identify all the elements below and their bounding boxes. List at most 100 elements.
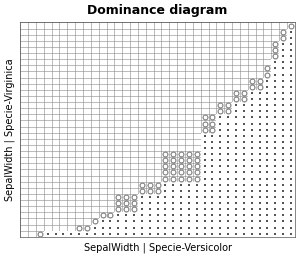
Bar: [279, 133, 287, 139]
Bar: [271, 182, 279, 188]
Bar: [216, 121, 224, 127]
Bar: [256, 218, 263, 225]
Bar: [263, 127, 271, 133]
Bar: [271, 133, 279, 139]
Bar: [287, 59, 295, 65]
Bar: [232, 114, 240, 121]
Bar: [161, 225, 169, 231]
Bar: [91, 231, 99, 237]
Bar: [248, 200, 256, 206]
Bar: [263, 212, 271, 218]
Bar: [248, 114, 256, 121]
Bar: [208, 188, 216, 194]
Bar: [193, 212, 201, 218]
Bar: [248, 188, 256, 194]
Bar: [240, 127, 248, 133]
Bar: [279, 145, 287, 151]
Bar: [256, 108, 263, 114]
Bar: [185, 206, 193, 212]
Bar: [185, 182, 193, 188]
Bar: [248, 127, 256, 133]
Bar: [287, 169, 295, 176]
Bar: [130, 218, 138, 225]
Bar: [271, 157, 279, 163]
Bar: [146, 231, 154, 237]
Bar: [193, 194, 201, 200]
Bar: [279, 182, 287, 188]
Bar: [263, 176, 271, 182]
Bar: [279, 188, 287, 194]
Bar: [240, 169, 248, 176]
Bar: [216, 127, 224, 133]
Bar: [115, 218, 122, 225]
Bar: [130, 225, 138, 231]
Bar: [216, 194, 224, 200]
Bar: [122, 231, 130, 237]
Bar: [279, 225, 287, 231]
Bar: [208, 218, 216, 225]
Bar: [263, 169, 271, 176]
Bar: [161, 200, 169, 206]
Bar: [279, 206, 287, 212]
Bar: [271, 218, 279, 225]
Bar: [279, 163, 287, 169]
Bar: [91, 225, 99, 231]
Bar: [287, 102, 295, 108]
Bar: [201, 188, 208, 194]
Bar: [60, 231, 67, 237]
Bar: [232, 163, 240, 169]
Bar: [201, 145, 208, 151]
Bar: [287, 41, 295, 47]
Bar: [256, 139, 263, 145]
Bar: [248, 231, 256, 237]
Title: Dominance diagram: Dominance diagram: [87, 4, 228, 17]
Bar: [146, 200, 154, 206]
Bar: [154, 194, 161, 200]
Bar: [271, 121, 279, 127]
Bar: [287, 206, 295, 212]
Bar: [271, 65, 279, 71]
Bar: [130, 212, 138, 218]
Bar: [279, 90, 287, 96]
Bar: [279, 78, 287, 84]
Bar: [279, 108, 287, 114]
Bar: [279, 96, 287, 102]
Bar: [248, 121, 256, 127]
Bar: [287, 65, 295, 71]
Bar: [208, 182, 216, 188]
Bar: [263, 102, 271, 108]
Bar: [248, 176, 256, 182]
Bar: [240, 133, 248, 139]
Bar: [201, 218, 208, 225]
Bar: [161, 182, 169, 188]
Bar: [287, 231, 295, 237]
Bar: [232, 218, 240, 225]
Bar: [177, 218, 185, 225]
Bar: [232, 169, 240, 176]
Bar: [216, 157, 224, 163]
Bar: [256, 90, 263, 96]
Bar: [256, 121, 263, 127]
Bar: [224, 145, 232, 151]
Bar: [287, 139, 295, 145]
Bar: [161, 212, 169, 218]
Bar: [256, 206, 263, 212]
Bar: [83, 231, 91, 237]
Bar: [138, 200, 146, 206]
Bar: [263, 182, 271, 188]
Bar: [138, 212, 146, 218]
Bar: [256, 182, 263, 188]
Bar: [208, 139, 216, 145]
Bar: [138, 218, 146, 225]
Bar: [279, 53, 287, 59]
Bar: [161, 194, 169, 200]
Bar: [185, 188, 193, 194]
Bar: [44, 231, 52, 237]
Bar: [263, 108, 271, 114]
Bar: [201, 200, 208, 206]
Bar: [271, 206, 279, 212]
Bar: [216, 133, 224, 139]
Bar: [263, 225, 271, 231]
Bar: [193, 206, 201, 212]
Bar: [271, 127, 279, 133]
